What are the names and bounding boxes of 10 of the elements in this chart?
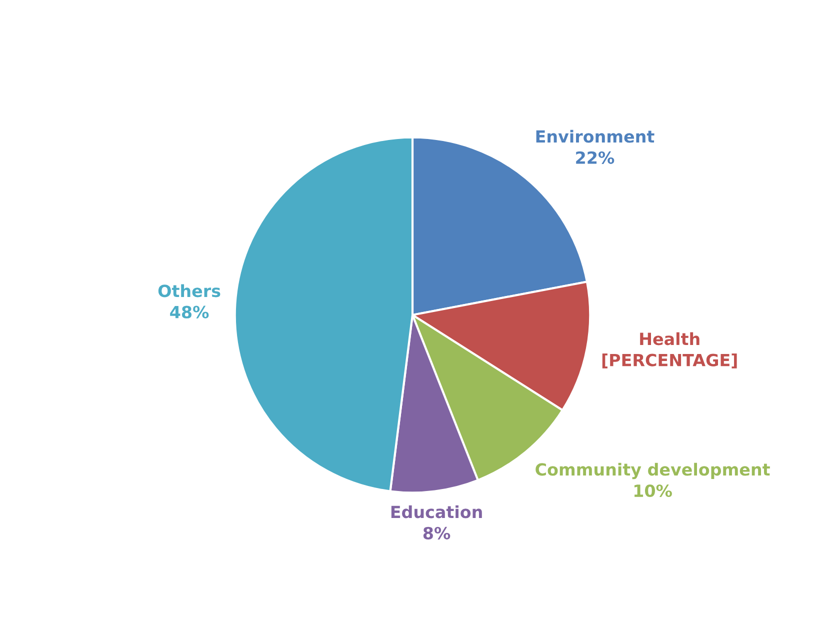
data-label: [PERCENTAGE] <box>602 353 737 368</box>
data-label: 8% <box>423 526 450 540</box>
data-label: 10% <box>634 484 672 498</box>
slice-label: Environment <box>536 130 654 143</box>
slice-label: Education <box>391 505 482 518</box>
slice-label: Community development <box>536 462 770 480</box>
slice-label: Health <box>640 332 700 346</box>
data-label: 22% <box>576 151 614 164</box>
data-label: 48% <box>170 306 209 318</box>
slice-label: Others <box>158 284 220 298</box>
